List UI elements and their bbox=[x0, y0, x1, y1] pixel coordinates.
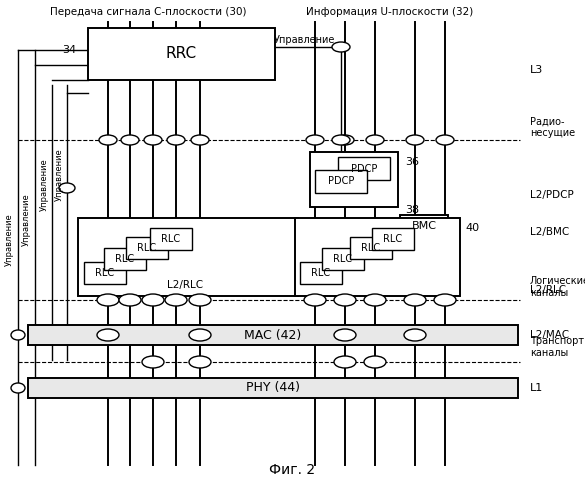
Text: RLC: RLC bbox=[161, 234, 181, 244]
Ellipse shape bbox=[142, 294, 164, 306]
Ellipse shape bbox=[332, 135, 350, 145]
Ellipse shape bbox=[364, 294, 386, 306]
Bar bbox=[372, 228, 414, 250]
Bar bbox=[150, 228, 192, 250]
Text: L2/PDCP: L2/PDCP bbox=[530, 190, 574, 200]
Text: 34: 34 bbox=[62, 45, 76, 55]
Text: RLC: RLC bbox=[137, 243, 157, 253]
Text: BMC: BMC bbox=[411, 221, 436, 231]
Bar bbox=[84, 262, 126, 284]
Text: RLC: RLC bbox=[311, 268, 331, 278]
Bar bbox=[400, 215, 448, 237]
Text: 40: 40 bbox=[465, 223, 479, 233]
Ellipse shape bbox=[434, 294, 456, 306]
Text: L2/RLC: L2/RLC bbox=[167, 280, 203, 290]
Text: RLC: RLC bbox=[362, 243, 381, 253]
Ellipse shape bbox=[97, 294, 119, 306]
Bar bbox=[104, 248, 146, 270]
Ellipse shape bbox=[11, 330, 25, 340]
Ellipse shape bbox=[436, 135, 454, 145]
Bar bbox=[310, 152, 398, 207]
Text: L3: L3 bbox=[530, 65, 543, 75]
Text: L1: L1 bbox=[530, 383, 543, 393]
Ellipse shape bbox=[189, 329, 211, 341]
Bar bbox=[295, 218, 460, 296]
Ellipse shape bbox=[332, 42, 350, 52]
Ellipse shape bbox=[165, 294, 187, 306]
Text: Управление: Управление bbox=[5, 214, 13, 266]
Text: RLC: RLC bbox=[383, 234, 402, 244]
Bar bbox=[126, 237, 168, 259]
Text: Управление: Управление bbox=[54, 148, 64, 202]
Ellipse shape bbox=[11, 383, 25, 393]
Text: L2/MAC: L2/MAC bbox=[530, 330, 569, 340]
Text: Передача сигнала С-плоскости (30): Передача сигнала С-плоскости (30) bbox=[50, 7, 246, 17]
Ellipse shape bbox=[404, 329, 426, 341]
Ellipse shape bbox=[189, 356, 211, 368]
Text: PDCP: PDCP bbox=[351, 164, 377, 173]
Ellipse shape bbox=[191, 135, 209, 145]
Text: 38: 38 bbox=[405, 205, 419, 215]
Ellipse shape bbox=[167, 135, 185, 145]
Text: 36: 36 bbox=[405, 157, 419, 167]
Text: PHY (44): PHY (44) bbox=[246, 382, 300, 394]
Bar bbox=[315, 170, 367, 193]
Text: L2/RLC: L2/RLC bbox=[530, 285, 566, 295]
Text: Управление: Управление bbox=[40, 158, 49, 212]
Ellipse shape bbox=[119, 294, 141, 306]
Text: RLC: RLC bbox=[95, 268, 115, 278]
Text: RLC: RLC bbox=[333, 254, 353, 264]
Text: Управление: Управление bbox=[274, 35, 336, 45]
Ellipse shape bbox=[366, 135, 384, 145]
Bar bbox=[300, 262, 342, 284]
Bar bbox=[338, 157, 390, 180]
Text: PDCP: PDCP bbox=[328, 176, 354, 186]
Bar bbox=[78, 218, 298, 296]
Ellipse shape bbox=[334, 329, 356, 341]
Text: Транспортные
каналы: Транспортные каналы bbox=[530, 336, 585, 358]
Text: MAC (42): MAC (42) bbox=[245, 328, 302, 342]
Ellipse shape bbox=[121, 135, 139, 145]
Text: Информация U-плоскости (32): Информация U-плоскости (32) bbox=[307, 7, 474, 17]
Ellipse shape bbox=[334, 356, 356, 368]
Text: Логические
каналы: Логические каналы bbox=[530, 276, 585, 298]
Text: RLC: RLC bbox=[115, 254, 135, 264]
Ellipse shape bbox=[364, 356, 386, 368]
Ellipse shape bbox=[406, 135, 424, 145]
Ellipse shape bbox=[97, 329, 119, 341]
Bar bbox=[28, 378, 518, 398]
Ellipse shape bbox=[306, 135, 324, 145]
Text: L2/BMC: L2/BMC bbox=[530, 227, 569, 237]
Ellipse shape bbox=[142, 356, 164, 368]
Ellipse shape bbox=[59, 183, 75, 193]
Ellipse shape bbox=[99, 135, 117, 145]
Bar bbox=[322, 248, 364, 270]
Ellipse shape bbox=[336, 135, 354, 145]
Text: Фиг. 2: Фиг. 2 bbox=[269, 463, 315, 477]
Ellipse shape bbox=[189, 294, 211, 306]
Text: Управление: Управление bbox=[22, 194, 30, 246]
Ellipse shape bbox=[404, 294, 426, 306]
Bar bbox=[28, 325, 518, 345]
Ellipse shape bbox=[304, 294, 326, 306]
Bar bbox=[88, 28, 275, 80]
Text: RRC: RRC bbox=[166, 46, 197, 62]
Bar bbox=[350, 237, 392, 259]
Ellipse shape bbox=[144, 135, 162, 145]
Text: Радио-
несущие: Радио- несущие bbox=[530, 116, 575, 138]
Ellipse shape bbox=[334, 294, 356, 306]
